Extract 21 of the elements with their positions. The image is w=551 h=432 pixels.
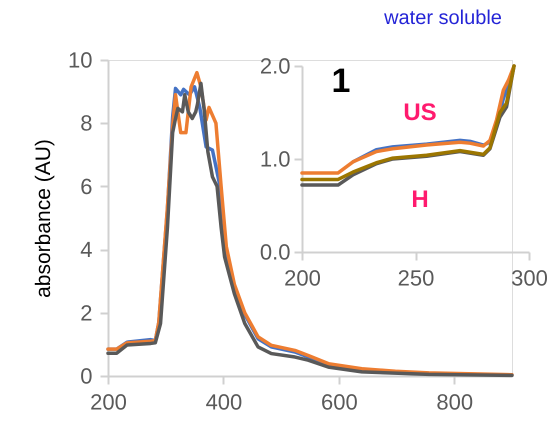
y-tick-label: 0: [80, 364, 92, 388]
x-tick-label: 600: [321, 390, 358, 414]
x-tick-label: 400: [206, 390, 242, 414]
y-tick-label: 8: [80, 110, 92, 136]
annotation: H: [411, 186, 429, 213]
y-tick-label: 1.0: [260, 146, 290, 172]
x-tick-label: 800: [436, 390, 474, 414]
y-tick-label: 2.0: [260, 54, 290, 78]
x-tick-label: 300: [511, 266, 548, 290]
chart-title: water soluble: [383, 7, 502, 29]
x-tick-label: 200: [90, 390, 127, 414]
x-tick-label: 250: [398, 266, 434, 290]
y-tick-label: 6: [80, 174, 92, 199]
y-axis-title: absorbance (AU): [32, 139, 56, 298]
y-tick-label: 2: [80, 300, 92, 326]
y-tick-label: 10: [68, 48, 92, 72]
x-tick-label: 200: [284, 266, 321, 290]
y-tick-label: 0.0: [260, 240, 290, 264]
annotation: 1: [332, 62, 350, 100]
y-tick-label: 4: [80, 237, 92, 262]
annotation: US: [403, 99, 437, 126]
